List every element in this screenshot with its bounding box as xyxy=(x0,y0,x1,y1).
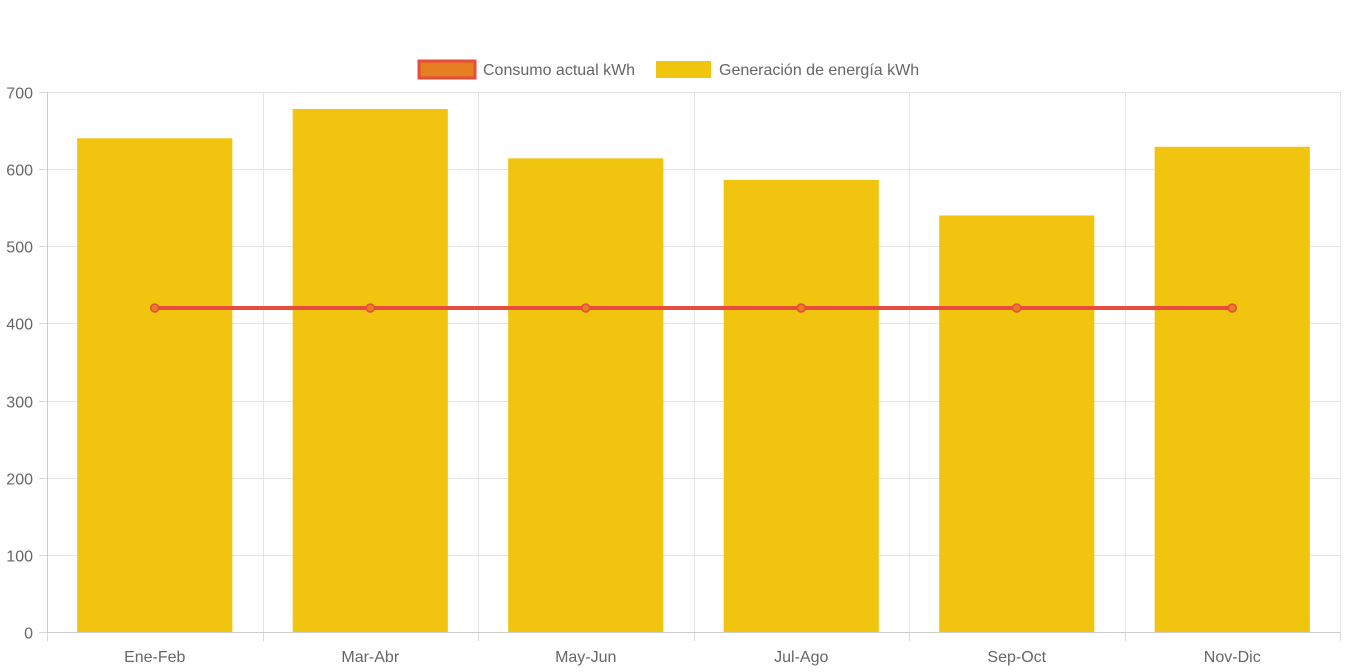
bar xyxy=(292,108,448,632)
line-point xyxy=(796,303,806,313)
line-point xyxy=(365,303,375,313)
legend-item-generacion[interactable]: Generación de energía kWh xyxy=(656,61,919,79)
line-point xyxy=(581,303,591,313)
bar xyxy=(1154,146,1310,632)
bar xyxy=(508,158,664,633)
legend-label-consumo: Consumo actual kWh xyxy=(483,62,635,79)
axes: 0 100 200 300 400 500 600 700 Ene-Feb Mar-Abr May-… xyxy=(6,86,1340,666)
legend-swatch-generacion xyxy=(656,61,711,78)
line-point xyxy=(1012,303,1022,313)
x-tick-label: Ene-Feb xyxy=(124,649,185,666)
grid-lines xyxy=(39,92,1341,641)
line-point xyxy=(150,303,160,313)
x-tick-label: Mar-Abr xyxy=(341,649,399,666)
y-tick-label: 400 xyxy=(6,317,33,334)
legend: Consumo actual kWh Generación de energía… xyxy=(417,59,919,80)
x-tick-label: Jul-Ago xyxy=(774,649,828,666)
y-tick-label: 300 xyxy=(6,395,33,412)
bar xyxy=(723,179,879,632)
bar xyxy=(939,215,1095,632)
y-tick-label: 600 xyxy=(6,163,33,180)
x-tick-label: Nov-Dic xyxy=(1204,649,1261,666)
x-tick-label: Sep-Oct xyxy=(987,649,1046,666)
legend-label-generacion: Generación de energía kWh xyxy=(719,62,919,79)
y-tick-label: 0 xyxy=(24,626,33,643)
line-point xyxy=(1227,303,1237,313)
legend-item-consumo[interactable]: Consumo actual kWh xyxy=(417,59,635,80)
y-tick-label: 200 xyxy=(6,472,33,489)
bar-series xyxy=(77,108,1310,633)
y-tick-label: 500 xyxy=(6,240,33,257)
legend-swatch-consumo xyxy=(417,59,477,80)
bar xyxy=(77,138,233,633)
y-tick-label: 700 xyxy=(6,86,33,103)
y-tick-label: 100 xyxy=(6,549,33,566)
x-tick-label: May-Jun xyxy=(555,649,616,666)
line-series xyxy=(150,303,1237,313)
